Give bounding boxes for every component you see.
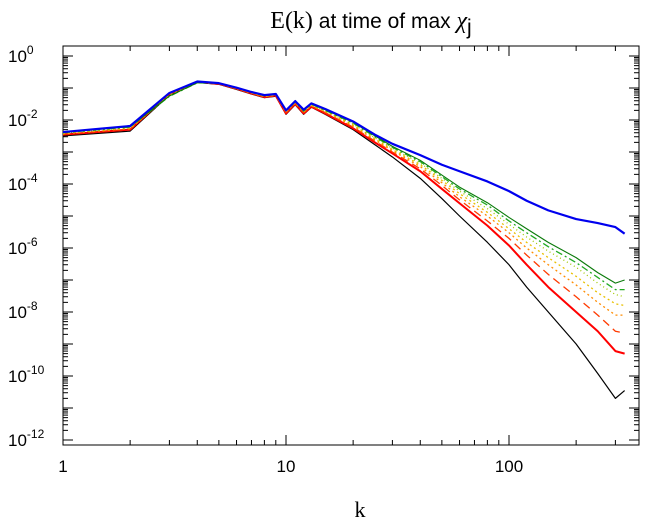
- y-tick-label: 10-2: [8, 107, 38, 130]
- series-line-1: [63, 81, 626, 399]
- series-line-5: [63, 81, 625, 307]
- x-axis-label: k: [355, 497, 366, 522]
- chart-title: E(k) at time of max χj: [270, 8, 471, 39]
- y-tick-label: 10-12: [8, 427, 45, 450]
- x-tick-labels: 1 10 100: [58, 457, 523, 476]
- x-tick-label: 1: [58, 457, 67, 476]
- series-line-3: [63, 81, 625, 334]
- y-axis-ticks: [63, 55, 639, 441]
- x-tick-label: 100: [495, 457, 523, 476]
- chart-title-subscript: j: [466, 16, 472, 39]
- y-tick-label: 10-10: [8, 363, 45, 386]
- y-tick-label: 10-8: [8, 299, 38, 322]
- x-tick-label: 10: [277, 457, 296, 476]
- plot-frame: [62, 45, 640, 446]
- y-tick-label: 10-6: [8, 235, 38, 258]
- x-axis-ticks: [62, 46, 616, 445]
- series-line-2: [63, 80, 625, 355]
- chart-title-middle: at time of max: [313, 10, 457, 33]
- chart-title-symbol: χ: [454, 8, 468, 34]
- series-line-9: [63, 80, 626, 235]
- chart-title-prefix: E(k): [270, 8, 313, 34]
- y-tick-labels: 100 10-2 10-4 10-6 10-8 10-10 10-12: [8, 43, 45, 450]
- y-tick-label: 10-4: [8, 171, 38, 194]
- y-tick-label: 100: [8, 43, 34, 66]
- series-layer: [63, 80, 626, 399]
